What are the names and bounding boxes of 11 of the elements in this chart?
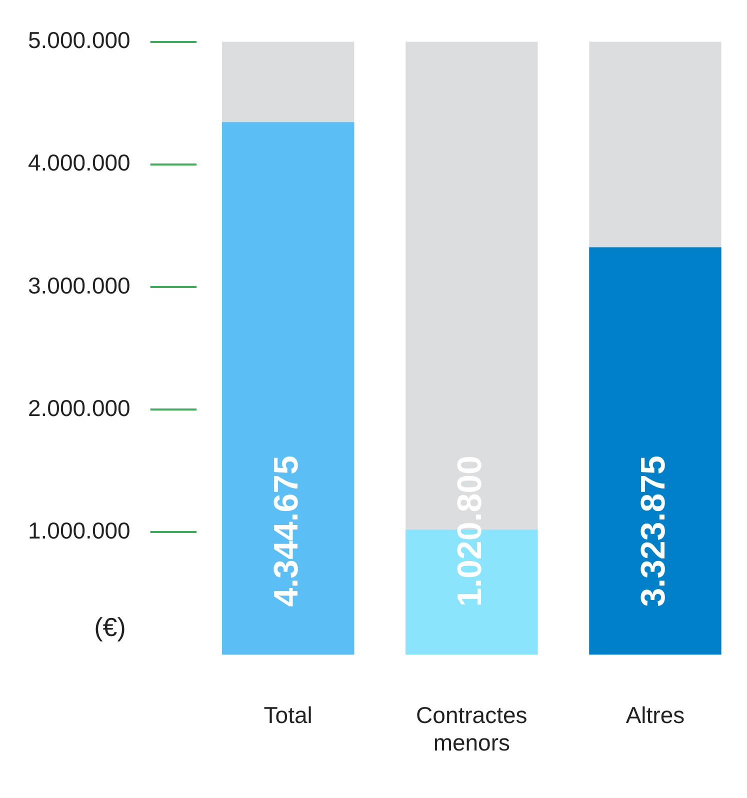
y-tick-label: 1.000.000 bbox=[28, 518, 130, 544]
data-label: 4.344.675 bbox=[267, 456, 306, 607]
y-tick-label: 4.000.000 bbox=[28, 150, 130, 176]
x-tick-label: Contractes menors bbox=[416, 702, 528, 756]
y-tick-label: 5.000.000 bbox=[28, 27, 130, 54]
x-tick-label: Altres bbox=[626, 702, 685, 728]
y-axis-title: (€) bbox=[94, 612, 126, 642]
x-tick-label: Total bbox=[264, 702, 312, 728]
y-tick-label: 2.000.000 bbox=[28, 394, 130, 421]
data-label: 3.323.875 bbox=[634, 456, 673, 607]
y-tick-label: 3.000.000 bbox=[28, 272, 130, 298]
